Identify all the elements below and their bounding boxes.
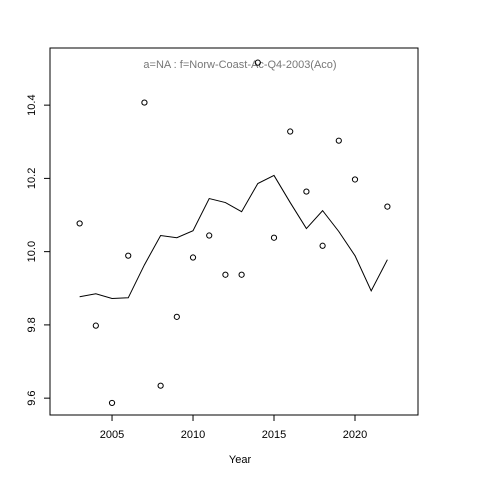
data-point — [157, 382, 164, 389]
data-point — [141, 99, 148, 106]
x-tick-label: 2015 — [262, 429, 286, 441]
x-tick-label: 2005 — [100, 429, 124, 441]
x-axis-label: Year — [229, 454, 252, 466]
data-point — [222, 271, 229, 278]
y-tick-label: 10.2 — [26, 168, 38, 189]
y-tick-label: 9.6 — [26, 391, 38, 406]
x-tick-label: 2020 — [343, 429, 367, 441]
data-point — [303, 188, 310, 195]
y-tick-label: 10.0 — [26, 241, 38, 262]
data-point — [238, 271, 245, 278]
data-point — [189, 254, 197, 261]
data-point — [108, 399, 116, 407]
chart-title: a=NA : f=Norw-Coast-Ac-Q4-2003(Aco) — [143, 59, 336, 71]
plot-frame — [49, 47, 419, 416]
data-point — [125, 252, 132, 259]
data-point — [206, 232, 213, 239]
data-point — [319, 242, 326, 249]
data-point — [76, 220, 83, 227]
y-tick-label: 9.8 — [26, 317, 38, 332]
data-point — [384, 203, 391, 210]
data-point — [173, 313, 180, 320]
data-point — [92, 322, 99, 329]
data-point — [335, 137, 342, 144]
data-line — [79, 174, 388, 300]
y-tick-label: 10.4 — [26, 94, 38, 115]
data-point — [287, 128, 294, 135]
x-tick-label: 2010 — [181, 429, 205, 441]
data-point — [270, 234, 278, 241]
data-point — [254, 59, 261, 66]
data-point — [351, 176, 359, 183]
